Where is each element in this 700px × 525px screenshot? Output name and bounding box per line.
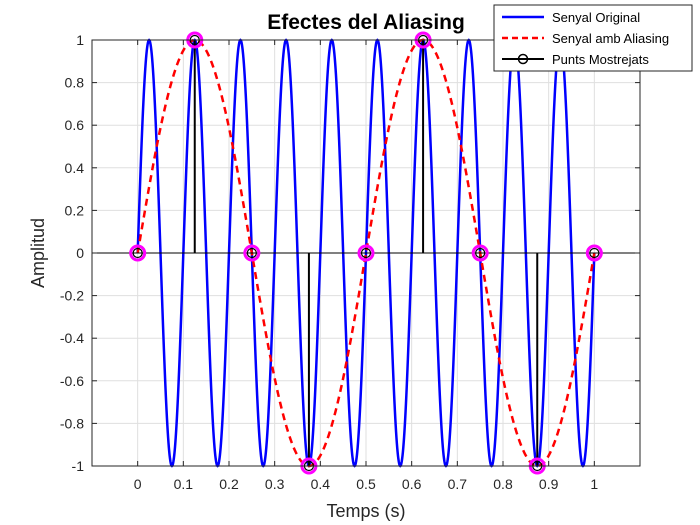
x-tick-label: 0.2	[219, 476, 239, 492]
sample-point	[360, 247, 372, 259]
y-tick-label: -0.2	[60, 288, 84, 304]
sample-point	[475, 247, 486, 259]
x-tick-label: 0.9	[539, 476, 559, 492]
y-axis-label: Amplitud	[28, 218, 48, 288]
legend: Senyal Original Senyal amb Aliasing Punts …	[493, 4, 693, 72]
x-tick-label: 0.8	[493, 476, 513, 492]
x-axis-label: Temps (s)	[326, 501, 405, 521]
x-tick-label: 1	[590, 476, 598, 492]
sample-marker-outer	[129, 244, 147, 262]
x-tick-label: 0.5	[356, 476, 376, 492]
y-tick-label: 0.6	[65, 117, 85, 133]
chart-title: Efectes del Aliasing	[267, 11, 465, 34]
x-tick-label: 0.3	[265, 476, 285, 492]
y-tick-label: 0	[76, 245, 84, 261]
x-tick-label: 0.4	[311, 476, 331, 492]
sample-marker-outer	[471, 244, 489, 262]
y-tick-label: -1	[72, 458, 85, 474]
y-tick-label: 0.2	[65, 202, 85, 218]
sample-point	[589, 247, 600, 259]
x-tick-label: 0.7	[448, 476, 468, 492]
x-tick-label: 0.6	[402, 476, 422, 492]
y-tick-label: -0.4	[60, 330, 84, 346]
sample-marker-outer	[585, 244, 603, 262]
sample-marker-outer	[243, 244, 261, 262]
y-tick-label: 0.8	[65, 75, 85, 91]
legend-label-senyal-original: Senyal Original	[552, 10, 640, 25]
x-tick-label: 0	[134, 476, 142, 492]
x-tick-label: 0.1	[174, 476, 194, 492]
sample-marker-outer	[357, 244, 375, 262]
sample-point	[132, 247, 143, 259]
legend-label-senyal-amb-aliasing: Senyal amb Aliasing	[552, 31, 669, 46]
sample-point	[246, 247, 257, 259]
legend-label-punts-mostrejats: Punts Mostrejats	[552, 52, 649, 67]
y-tick-label: -0.6	[60, 373, 84, 389]
y-tick-label: 1	[76, 32, 84, 48]
legend-marker-punts-mostrejats	[517, 53, 529, 65]
y-tick-label: -0.8	[60, 415, 84, 431]
y-tick-label: 0.4	[65, 160, 85, 176]
